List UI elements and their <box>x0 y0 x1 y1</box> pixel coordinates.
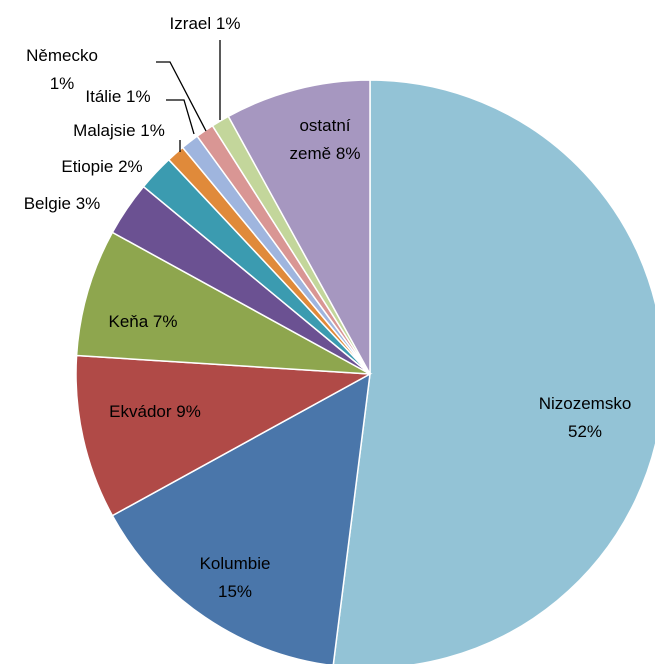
slice-label: Belgie 3% <box>24 190 101 218</box>
slice-name: Belgie <box>23 194 71 213</box>
slice-name: Keňa <box>108 312 149 331</box>
slice-label: Kolumbie 15% <box>185 550 285 606</box>
slice-value: 7% <box>152 312 178 331</box>
slice-value: 2% <box>118 157 143 176</box>
leader-line <box>156 61 207 132</box>
leader-line <box>166 99 195 135</box>
slice-label: Nizozemsko 52% <box>539 390 632 446</box>
slice-label: ostatní země 8% <box>280 112 370 168</box>
slice-value: 8% <box>335 144 361 163</box>
pie-slice <box>111 372 371 664</box>
slice-name: Malajsie <box>73 121 136 140</box>
slice-name: Ekvádor <box>109 402 172 421</box>
pie-slice <box>332 79 655 664</box>
slice-name: Etiopie <box>61 157 114 176</box>
slice-name: Izrael <box>169 14 212 33</box>
slice-value: 9% <box>176 402 201 421</box>
slice-label: Malajsie 1% <box>73 117 165 145</box>
slice-label: Izrael 1% <box>170 10 241 38</box>
pie-slice <box>75 354 373 517</box>
slice-name: Německo <box>26 46 98 65</box>
slice-label: Keňa 7% <box>108 308 177 336</box>
slice-value: 3% <box>75 194 101 213</box>
slice-value: 1% <box>49 74 75 93</box>
slice-name: ostatní země <box>289 116 351 163</box>
slice-value: 15% <box>217 582 253 601</box>
slice-label: Etiopie 2% <box>61 153 142 181</box>
slice-name: Itálie <box>85 87 122 106</box>
pie-slice <box>75 231 371 375</box>
slice-value: 1% <box>140 121 165 140</box>
slice-name: Kolumbie <box>199 554 271 573</box>
slice-label: Ekvádor 9% <box>109 398 201 426</box>
slice-value: 1% <box>126 87 151 106</box>
slice-label: Německo 1% <box>12 42 112 98</box>
slice-label: Itálie 1% <box>85 83 150 111</box>
slice-value: 1% <box>215 14 241 33</box>
slice-name: Nizozemsko <box>538 394 632 413</box>
pie-slice <box>227 79 371 375</box>
slice-value: 52% <box>567 422 603 441</box>
